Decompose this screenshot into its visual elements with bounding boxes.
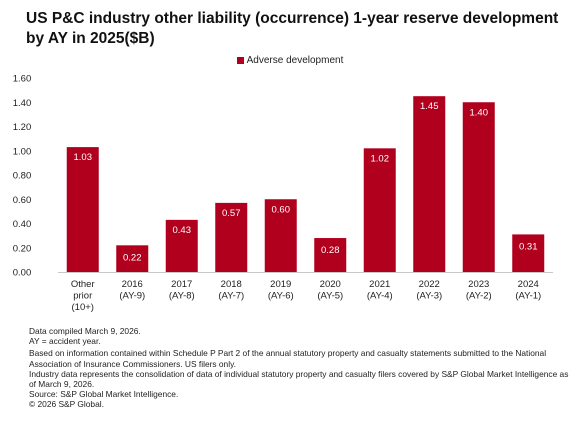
x-tick-label: (AY-7): [218, 291, 244, 302]
y-tick-label: 0.80: [13, 171, 32, 182]
y-tick-label: 1.40: [13, 98, 32, 109]
bar: [165, 219, 198, 272]
bar-value-label: 0.60: [272, 204, 291, 215]
x-tick-label: Other: [71, 279, 95, 290]
y-tick-label: 1.00: [13, 146, 32, 157]
bar-value-label: 0.57: [222, 208, 241, 219]
x-tick-label: 2016: [122, 279, 143, 290]
x-tick-label: 2024: [518, 279, 539, 290]
bar-value-label: 0.43: [173, 225, 192, 236]
x-tick-label: (AY-8): [169, 291, 195, 302]
bar: [363, 148, 396, 272]
footnote-industry-data: Industry data represents the consolidati…: [29, 368, 569, 390]
bar-value-label: 0.22: [123, 252, 142, 263]
x-tick-label: prior: [73, 291, 92, 302]
x-tick-label: 2020: [320, 279, 341, 290]
x-tick-label: (10+): [72, 302, 94, 313]
bar: [215, 202, 248, 272]
x-tick-label: 2021: [369, 279, 390, 290]
bar-value-label: 0.28: [321, 245, 340, 256]
footnote-compiled: Data compiled March 9, 2026.: [29, 326, 141, 336]
bar-value-label: 1.45: [420, 101, 439, 112]
footnote-ay-definition: AY = accident year.: [29, 336, 101, 347]
legend-swatch: [236, 56, 244, 64]
x-tick-label: 2017: [171, 279, 192, 290]
footnote-copyright: © 2026 S&P Global.: [29, 399, 104, 410]
bar: [462, 102, 495, 272]
chart-title: US P&C industry other liability (occurre…: [26, 10, 559, 47]
y-tick-label: 0.20: [13, 243, 32, 254]
y-tick-label: 0.40: [13, 219, 32, 230]
x-tick-label: (AY-6): [268, 291, 294, 302]
footnote-schedule-p: Based on information contained within Sc…: [29, 348, 547, 369]
y-tick-label: 1.60: [13, 74, 32, 85]
y-tick-label: 0.60: [13, 195, 32, 206]
bar: [116, 245, 149, 272]
x-tick-label: 2018: [221, 279, 242, 290]
x-tick-label: (AY-9): [119, 291, 145, 302]
x-tick-label: 2019: [270, 279, 291, 290]
bar: [512, 234, 545, 272]
legend-label: Adverse development: [246, 55, 344, 66]
bar: [264, 199, 297, 272]
x-tick-label: 2023: [468, 279, 489, 290]
x-tick-label: (AY-2): [466, 291, 492, 302]
x-tick-label: (AY-4): [367, 291, 393, 302]
bar-chart: 0.00 0.20 0.40 0.60 0.80 1.00 1.20 1.40 1.60 1.03…: [13, 74, 553, 313]
bar-value-label: 1.40: [470, 107, 489, 118]
x-tick-label: (AY-1): [515, 291, 541, 302]
footnote-source: Source: S&P Global Market Intelligence.: [29, 389, 179, 400]
chart-legend: Adverse development: [0, 55, 580, 66]
y-tick-label: 0.00: [13, 268, 32, 279]
bar-value-label: 0.31: [519, 241, 538, 252]
bar-value-label: 1.02: [371, 153, 390, 164]
x-tick-label: 2022: [419, 279, 440, 290]
bar: [66, 147, 99, 272]
bar-value-label: 1.03: [74, 152, 93, 163]
x-tick-label: (AY-5): [317, 291, 343, 302]
bar: [314, 238, 347, 272]
x-tick-label: (AY-3): [416, 291, 442, 302]
bar: [413, 96, 446, 272]
y-tick-label: 1.20: [13, 122, 32, 133]
footnotes: Data compiled March 9, 2026. AY = accide…: [29, 326, 569, 410]
